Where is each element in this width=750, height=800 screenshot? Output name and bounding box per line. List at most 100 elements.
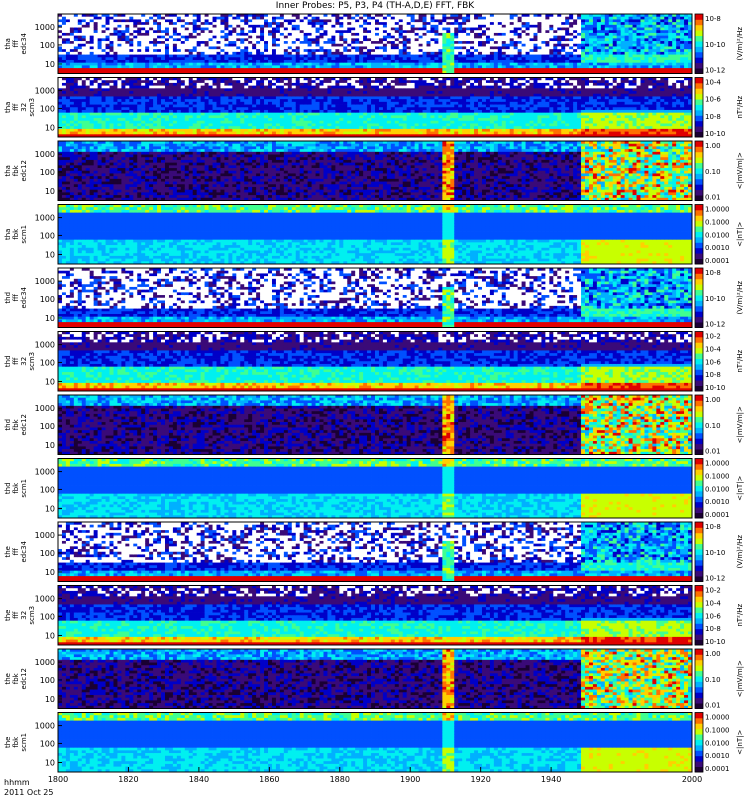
heatmap-cell — [73, 59, 79, 64]
heatmap-cell — [553, 51, 558, 55]
heatmap-cell — [188, 16, 194, 20]
heatmap-cell — [252, 68, 257, 72]
heatmap-cell — [101, 123, 106, 127]
heatmap-cell — [275, 131, 281, 135]
heatmap-cell — [220, 35, 225, 39]
heatmap-cell — [426, 43, 431, 47]
heatmap-cell — [212, 99, 217, 103]
heatmap-cell — [161, 123, 166, 127]
heatmap-cell — [137, 104, 142, 108]
heatmap-cell — [271, 77, 277, 81]
heatmap-cell — [125, 70, 130, 74]
heatmap-cell — [363, 30, 368, 34]
heatmap-cell — [168, 99, 174, 103]
heatmap-cell — [184, 41, 190, 45]
heatmap-cell — [497, 54, 503, 58]
heatmap-cell — [307, 126, 312, 130]
heatmap-cell — [315, 93, 320, 97]
heatmap-cell — [311, 115, 316, 119]
heatmap-cell — [220, 128, 225, 132]
heatmap-cell — [105, 99, 110, 103]
heatmap-cell — [153, 59, 158, 64]
heatmap-cell — [680, 24, 685, 28]
heatmap-cell — [600, 19, 606, 23]
heatmap-cell — [97, 19, 102, 23]
heatmap-cell — [196, 128, 202, 132]
heatmap-cell — [394, 14, 400, 18]
heatmap-cell — [592, 35, 598, 39]
heatmap-cell — [236, 77, 241, 81]
heatmap-cell — [109, 43, 114, 47]
heatmap-cell — [73, 43, 79, 47]
heatmap-cell — [652, 16, 657, 20]
heatmap-cell — [390, 27, 396, 31]
heatmap-cell — [446, 22, 451, 26]
heatmap-cell — [89, 126, 95, 130]
heatmap-cell — [196, 77, 202, 81]
heatmap-cell — [109, 93, 114, 97]
heatmap-cell — [212, 27, 217, 31]
heatmap-cell — [129, 96, 134, 100]
heatmap-cell — [632, 41, 637, 45]
heatmap-cell — [240, 96, 245, 100]
heatmap-cell — [149, 107, 154, 111]
heatmap-cell — [125, 131, 130, 135]
heatmap-cell — [588, 38, 594, 42]
heatmap-cell — [414, 54, 419, 58]
heatmap-cell — [172, 91, 178, 95]
heatmap-cell — [256, 120, 261, 124]
heatmap-cell — [244, 49, 249, 53]
heatmap-cell — [295, 49, 301, 53]
heatmap-cell — [418, 51, 423, 55]
heatmap-cell — [228, 77, 233, 81]
heatmap-cell — [105, 104, 110, 108]
heatmap-cell — [497, 43, 503, 47]
heatmap-cell — [493, 16, 499, 20]
heatmap-cell — [260, 107, 265, 111]
heatmap-cell — [462, 70, 467, 74]
heatmap-cell — [196, 112, 202, 116]
heatmap-cell — [331, 41, 336, 45]
heatmap-cell — [196, 14, 202, 18]
heatmap-cell — [489, 57, 495, 61]
heatmap-cell — [466, 35, 471, 39]
heatmap-cell — [157, 77, 162, 81]
heatmap-cell — [109, 68, 114, 72]
heatmap-cell — [256, 51, 261, 55]
heatmap-cell — [184, 85, 190, 89]
heatmap-cell — [533, 19, 538, 23]
heatmap-cell — [192, 128, 198, 132]
heatmap-cell — [220, 27, 225, 31]
heatmap-cell — [268, 134, 273, 138]
heatmap-cell — [588, 27, 594, 31]
heatmap-cell — [442, 41, 447, 45]
heatmap-cell — [81, 62, 87, 66]
heatmap-cell — [581, 46, 586, 50]
heatmap-cell — [220, 126, 225, 130]
heatmap-cell — [65, 51, 71, 55]
heatmap-cell — [180, 35, 186, 39]
heatmap-cell — [172, 99, 178, 103]
heatmap-cell — [248, 51, 253, 55]
heatmap-cell — [394, 70, 400, 74]
heatmap-cell — [81, 118, 87, 122]
heatmap-cell — [129, 101, 134, 105]
heatmap-cell — [188, 54, 194, 58]
heatmap-cell — [315, 120, 320, 124]
heatmap-cell — [299, 51, 305, 55]
colorbar-segment — [695, 51, 703, 58]
heatmap-cell — [684, 54, 689, 58]
heatmap-cell — [351, 46, 356, 50]
heatmap-cell — [545, 46, 550, 50]
heatmap-cell — [161, 19, 166, 23]
heatmap-cell — [394, 54, 400, 58]
heatmap-cell — [561, 57, 566, 61]
heatmap-cell — [291, 49, 297, 53]
heatmap-cell — [236, 85, 241, 89]
heatmap-cell — [636, 57, 641, 61]
heatmap-cell — [569, 68, 574, 72]
heatmap-cell — [359, 32, 364, 37]
heatmap-cell — [398, 30, 404, 34]
heatmap-cell — [315, 24, 320, 28]
heatmap-cell — [327, 22, 332, 26]
